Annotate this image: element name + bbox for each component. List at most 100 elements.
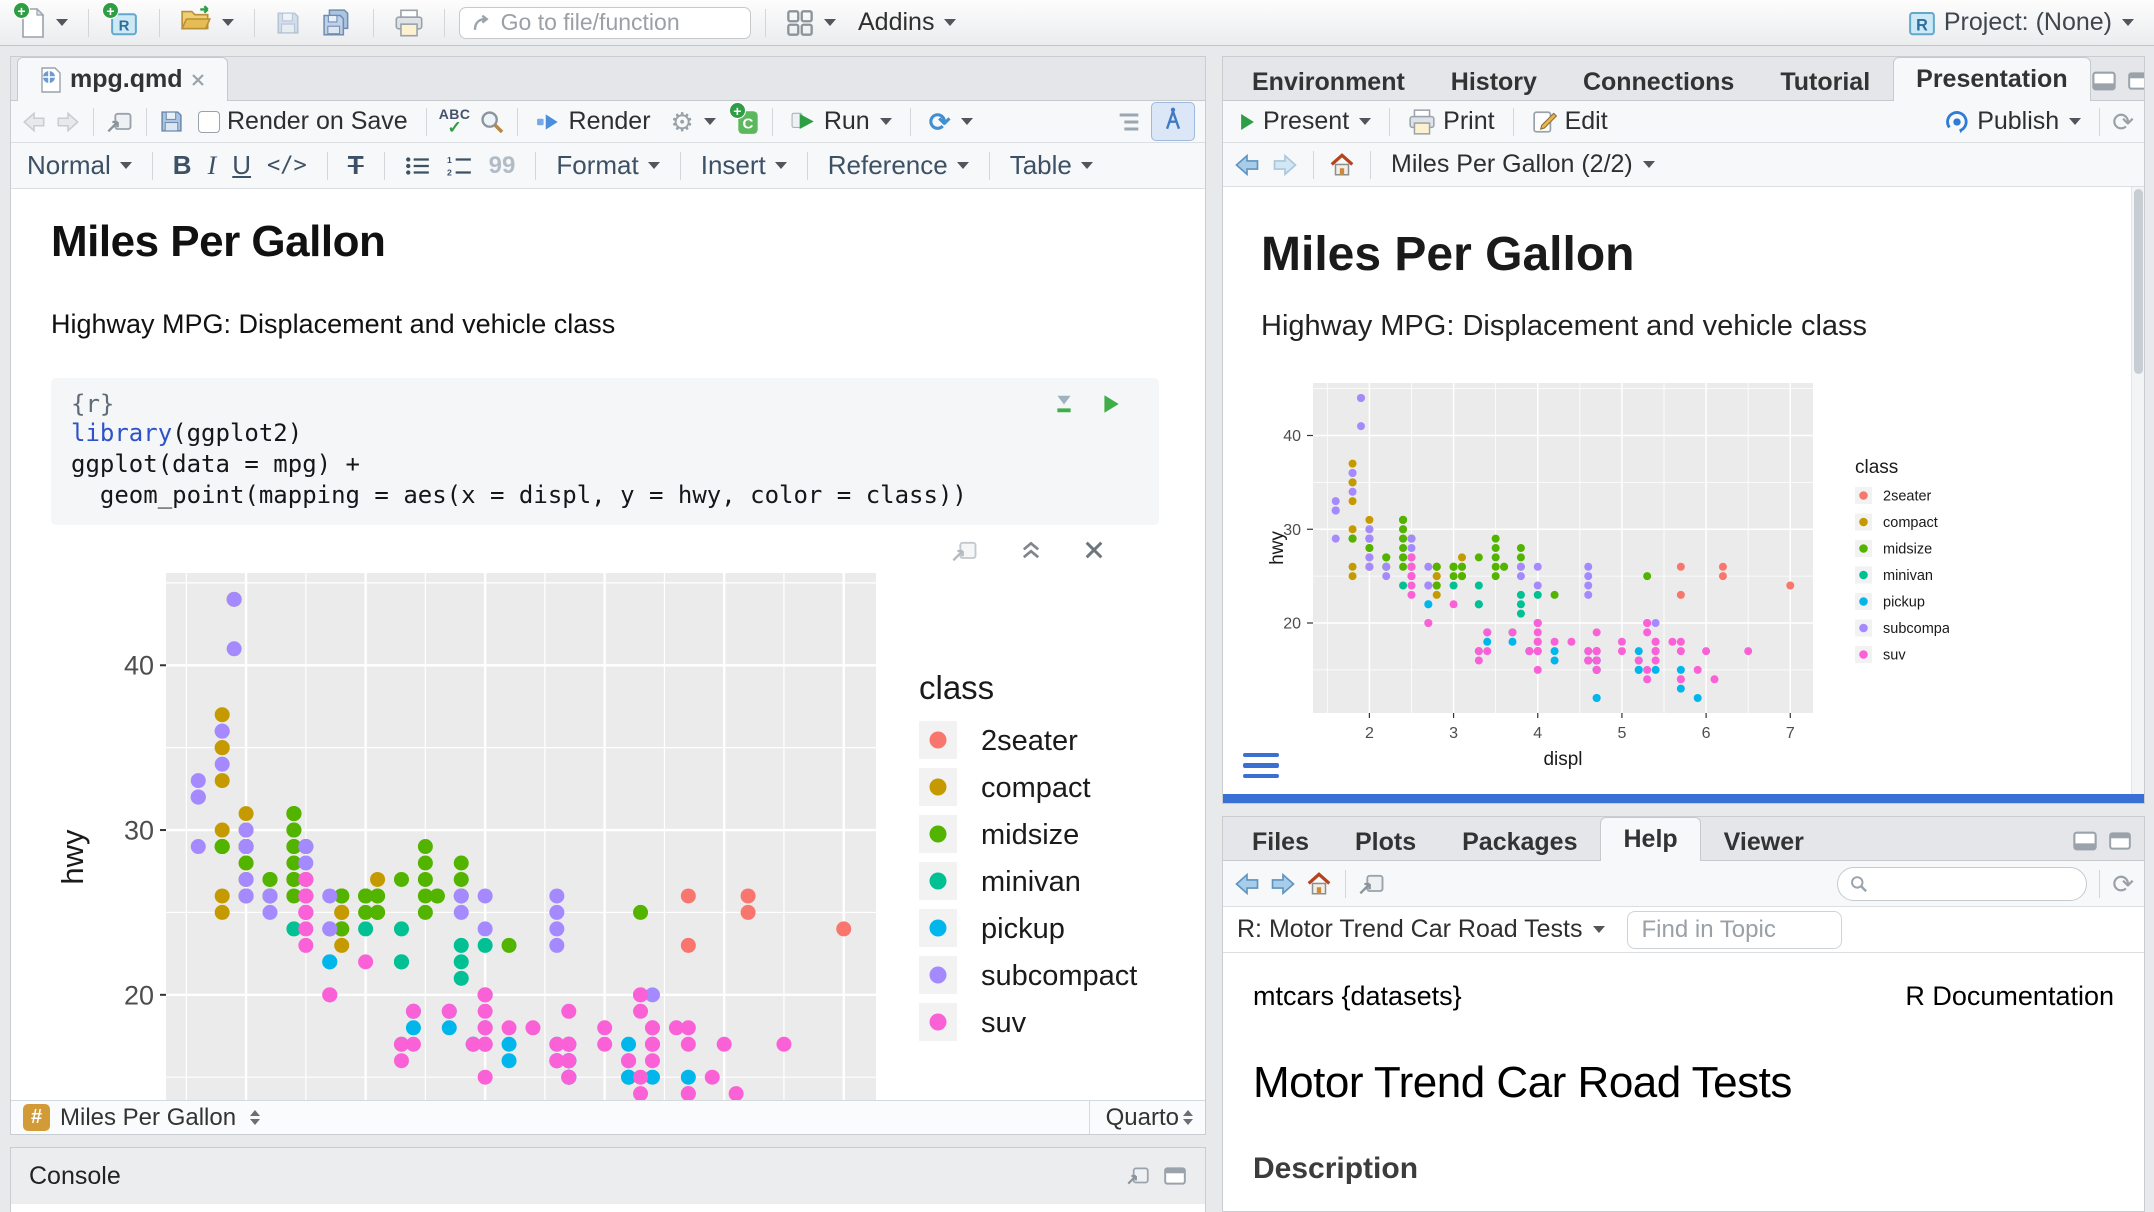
print-button[interactable]	[388, 6, 430, 40]
forward-icon[interactable]	[55, 110, 81, 134]
outline-icon[interactable]	[1115, 110, 1143, 134]
pane-resize-divider[interactable]	[1223, 794, 2144, 803]
forward-icon[interactable]	[1269, 871, 1297, 897]
divider	[807, 152, 808, 180]
new-project-button[interactable]: R +	[103, 5, 145, 41]
presentation-slide[interactable]: Miles Per Gallon Highway MPG: Displaceme…	[1223, 187, 2144, 794]
code-button[interactable]: </>	[267, 153, 307, 178]
minimize-pane-icon[interactable]	[2072, 830, 2098, 852]
paragraph-style-menu[interactable]: Normal	[27, 150, 132, 181]
refresh-icon[interactable]: ⟳	[2112, 109, 2134, 135]
format-label: Format	[556, 150, 638, 181]
edit-presentation-button[interactable]: Edit	[1526, 104, 1614, 139]
spellcheck-button[interactable]: ABC ✓	[439, 107, 471, 136]
project-menu[interactable]: R Project: (None)	[1901, 5, 2140, 41]
document-body[interactable]: Miles Per Gallon Highway MPG: Displaceme…	[11, 189, 1205, 1100]
save-all-button[interactable]	[317, 6, 359, 40]
help-document[interactable]: mtcars {datasets} R Documentation Motor …	[1223, 953, 2144, 1211]
tab-mpg-qmd[interactable]: mpg.qmd	[17, 57, 228, 101]
tab-history[interactable]: History	[1428, 63, 1560, 100]
section-label[interactable]: Miles Per Gallon	[60, 1104, 236, 1132]
open-file-button[interactable]	[174, 2, 240, 43]
addins-menu[interactable]: Addins	[852, 5, 962, 40]
tab-files[interactable]: Files	[1229, 823, 1332, 860]
section-selector-icon[interactable]	[250, 1110, 260, 1125]
back-icon[interactable]	[21, 110, 47, 134]
topic-selector[interactable]: R: Motor Trend Car Road Tests	[1237, 912, 1611, 947]
present-button[interactable]: Present	[1233, 104, 1377, 139]
save-icon[interactable]	[159, 109, 184, 134]
publish-button[interactable]: Publish	[1938, 104, 2087, 139]
render-on-save-toggle[interactable]: Render on Save	[192, 104, 414, 139]
popout-icon[interactable]	[1358, 872, 1386, 896]
italic-button[interactable]: I	[208, 151, 217, 181]
find-in-topic-input[interactable]	[1627, 911, 1842, 949]
home-icon[interactable]	[1328, 152, 1356, 178]
new-file-button[interactable]: +	[14, 5, 74, 41]
insert-chunk-button[interactable]: C +	[736, 108, 760, 136]
close-icon[interactable]	[191, 73, 205, 87]
clear-output-icon[interactable]	[1083, 539, 1105, 561]
code-chunk[interactable]: {r} library(ggplot2)ggplot(data = mpg) +…	[51, 378, 1159, 525]
svg-text:displ: displ	[1543, 749, 1582, 770]
tab-help[interactable]: Help	[1600, 817, 1700, 861]
tab-viewer[interactable]: Viewer	[1701, 823, 1827, 860]
collapse-output-icon[interactable]	[1019, 539, 1043, 561]
blockquote-button[interactable]: 99	[489, 152, 516, 180]
insert-menu[interactable]: Insert	[701, 150, 787, 181]
maximize-pane-icon[interactable]	[2127, 70, 2145, 92]
refresh-icon[interactable]: ⟳	[2112, 871, 2134, 897]
run-chunk-icon[interactable]	[1101, 393, 1121, 415]
tab-packages[interactable]: Packages	[1439, 823, 1600, 860]
goto-file-input[interactable]	[501, 9, 738, 36]
editor-mode-selector[interactable]: Quarto	[1089, 1101, 1193, 1134]
run-button[interactable]: Run	[785, 104, 898, 139]
visual-editor-toggle[interactable]	[1151, 102, 1195, 141]
run-label: Run	[824, 107, 870, 136]
slide-selector[interactable]: Miles Per Gallon (2/2)	[1385, 147, 1661, 182]
reference-menu[interactable]: Reference	[828, 150, 969, 181]
help-search-box[interactable]	[1837, 867, 2087, 901]
print-icon	[1408, 109, 1436, 135]
search-icon[interactable]	[479, 109, 505, 135]
maximize-pane-icon[interactable]	[2108, 830, 2132, 852]
tab-presentation[interactable]: Presentation	[1893, 57, 2090, 101]
forward-icon[interactable]	[1271, 152, 1299, 178]
home-icon[interactable]	[1305, 871, 1333, 897]
bold-button[interactable]: B	[173, 150, 192, 181]
goto-file-search[interactable]	[459, 7, 751, 39]
clear-formatting-button[interactable]: T	[348, 150, 364, 181]
table-menu[interactable]: Table	[1010, 150, 1093, 181]
render-button[interactable]: Render	[530, 104, 657, 139]
tab-environment[interactable]: Environment	[1229, 63, 1428, 100]
back-icon[interactable]	[1233, 871, 1261, 897]
slide-menu-icon[interactable]	[1243, 753, 1279, 779]
run-chunks-above-icon[interactable]	[1053, 393, 1075, 415]
tab-tutorial[interactable]: Tutorial	[1757, 63, 1893, 100]
help-search-input[interactable]	[1876, 871, 2074, 897]
show-in-window-icon[interactable]	[951, 539, 979, 563]
chevron-down-icon	[2069, 118, 2081, 125]
format-menu[interactable]: Format	[556, 150, 659, 181]
minimize-pane-icon[interactable]	[2091, 70, 2117, 92]
checkbox-icon[interactable]	[198, 111, 220, 133]
popout-icon[interactable]	[106, 110, 134, 134]
print-presentation-button[interactable]: Print	[1402, 104, 1500, 139]
rerun-button[interactable]: ⟳	[923, 106, 979, 138]
tab-plots[interactable]: Plots	[1332, 823, 1439, 860]
render-options-button[interactable]: ⚙	[665, 106, 722, 138]
maximize-icon[interactable]	[1163, 1165, 1187, 1187]
popout-icon[interactable]	[1125, 1165, 1151, 1187]
scrollbar-thumb[interactable]	[2134, 189, 2143, 374]
numbered-list-icon[interactable]: 12	[447, 155, 473, 177]
tab-connections[interactable]: Connections	[1560, 63, 1757, 100]
scrollbar[interactable]	[2131, 187, 2144, 794]
bullet-list-icon[interactable]	[405, 155, 431, 177]
presentation-toolbar: Present Print Edit Publish ⟳	[1223, 101, 2144, 143]
console-header[interactable]: Console	[11, 1148, 1205, 1204]
back-icon[interactable]	[1233, 152, 1261, 178]
chunk-code[interactable]: library(ggplot2)ggplot(data = mpg) + geo…	[71, 418, 1139, 511]
underline-button[interactable]: U	[232, 150, 251, 181]
pane-layout-button[interactable]	[780, 6, 842, 40]
save-button[interactable]	[269, 7, 307, 39]
